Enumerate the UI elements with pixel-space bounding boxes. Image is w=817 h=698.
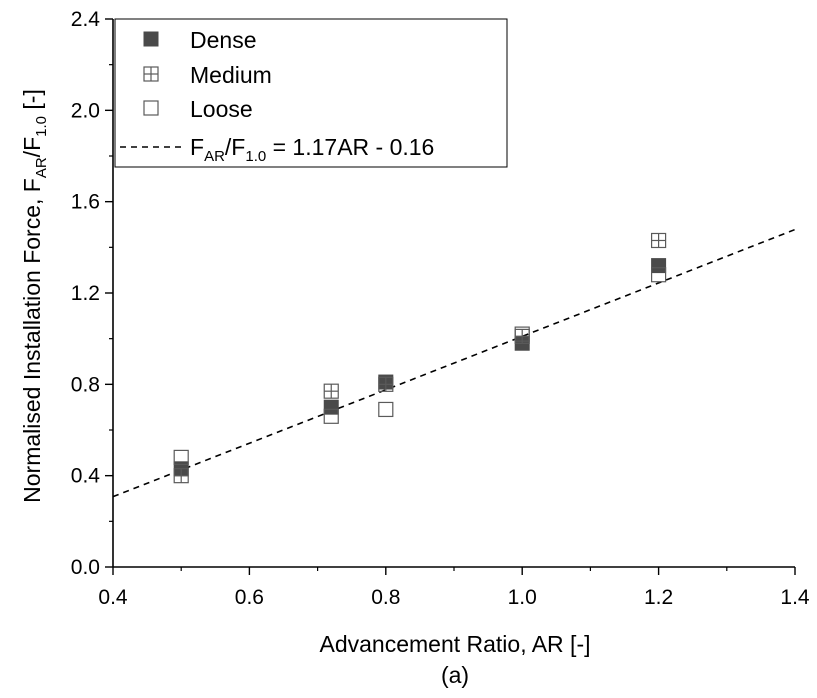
fit-label-prefix: F [190,134,204,160]
legend-box [114,18,508,168]
legend-marker-dense [143,31,159,47]
fit-line-layer [112,228,796,498]
legend-marker-loose [143,100,159,116]
axes: 0.4 0.6 0.8 1.0 1.2 1.4 0.0 0.4 0.8 1.2 1.6 2.0 2.4 [71,8,810,609]
fit-label-suffix: = 1.17AR - 0.16 [266,134,434,160]
point-medium [650,232,667,249]
x-tick-label: 1.0 [508,586,537,609]
y-tick-label: 1.6 [71,191,100,214]
legend-label-loose: Loose [190,96,253,122]
data-points-layer [173,232,667,484]
y-tick-label: 1.2 [71,282,100,305]
point-medium [378,376,394,392]
x-tick-label: 0.8 [371,586,400,609]
point-loose [173,449,189,465]
point-loose [378,401,394,418]
y-tick-label: 0.8 [71,373,100,396]
fit-label-sub1: AR [204,148,225,165]
point-loose [514,326,530,342]
y-axis-title-sub2: 1.0 [33,116,50,137]
y-axis-title-sub1: AR [33,157,50,178]
y-tick-label: 2.0 [71,99,100,122]
x-tick-label: 1.4 [780,586,810,609]
x-tick-label: 0.6 [235,586,264,609]
y-axis-title-suffix: [-] [19,89,45,116]
x-tick-label: 1.2 [644,586,673,609]
point-loose [323,408,339,424]
fit-label-mid: /F [225,134,245,160]
legend-label-fit: FAR/F1.0 = 1.17AR - 0.16 [190,134,434,165]
legend-label-medium: Medium [190,62,272,88]
y-tick-label: 2.4 [71,8,101,31]
fit-line [112,228,796,498]
y-tick-label: 0.0 [71,556,100,579]
legend-label-dense: Dense [190,27,256,53]
panel-label: (a) [441,662,469,688]
legend-marker-medium [143,66,159,82]
legend: Dense Medium Loose FAR/F1.0 = 1.17AR - 0… [114,18,508,168]
y-axis-title-mid: /F [19,137,45,157]
point-loose [650,267,667,283]
fit-label-sub2: 1.0 [245,148,266,165]
point-dense [651,258,667,274]
point-medium [173,468,189,484]
x-tick-label: 0.4 [98,586,128,609]
y-tick-label: 0.4 [71,465,101,488]
y-axis-title-prefix: Normalised Installation Force, F [19,178,45,503]
y-axis-title: Normalised Installation Force, FAR/F1.0 … [19,89,50,503]
x-axis-title: Advancement Ratio, AR [-] [319,631,590,657]
point-medium [323,383,339,399]
point-dense [323,399,339,415]
